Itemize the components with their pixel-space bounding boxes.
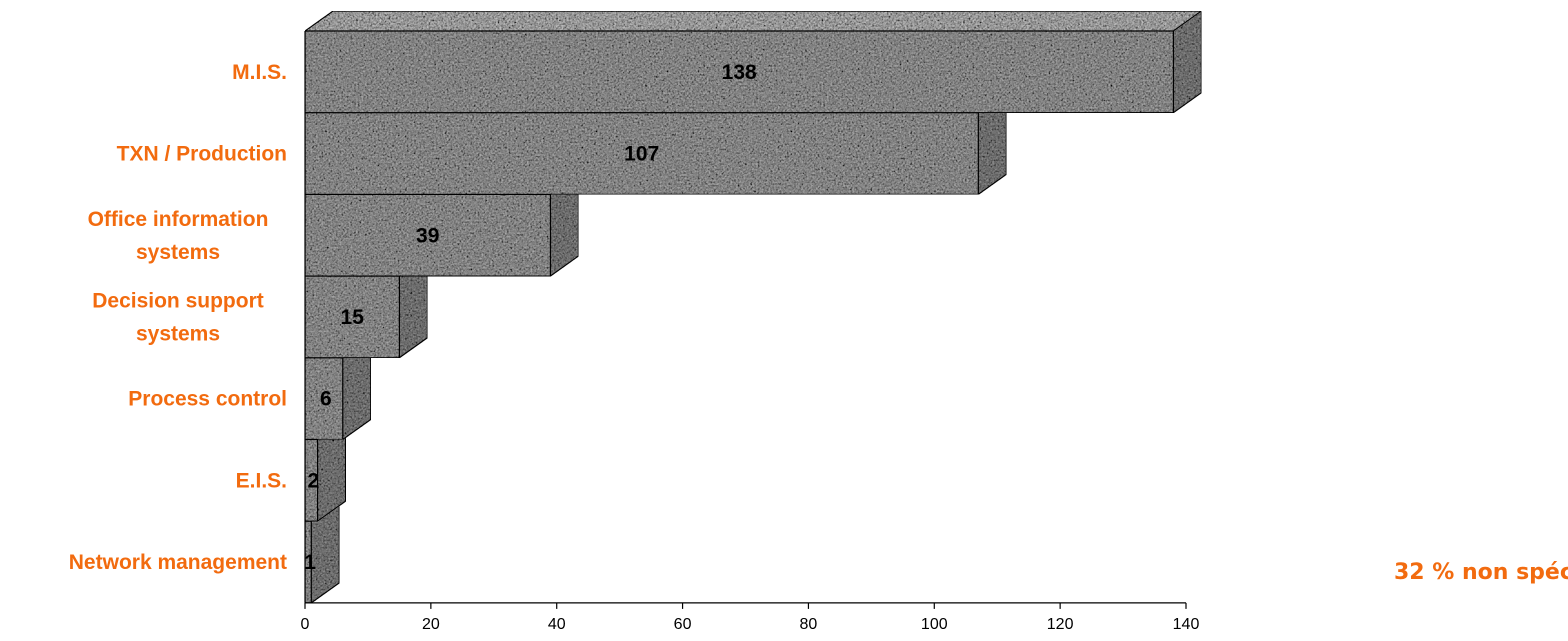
x-tick-label: 40	[548, 616, 566, 633]
bars-layer	[303, 9, 1204, 605]
data-label: 39	[416, 224, 439, 247]
x-axis: 0 20 40 60 80 100 120 140	[301, 31, 1200, 633]
category-label-line: Office information	[88, 208, 269, 231]
category-label-line: E.I.S.	[236, 469, 287, 492]
x-tick-label: 0	[301, 616, 310, 633]
bar-top	[303, 10, 1204, 32]
category-label: Office information systems	[88, 208, 269, 264]
unspecified-note: 32 % non spécifié	[1394, 560, 1568, 585]
data-label: 138	[722, 61, 757, 84]
x-tick-label: 80	[800, 616, 818, 633]
bar-front	[304, 30, 1175, 114]
category-label-line: systems	[136, 241, 220, 264]
bar	[304, 173, 580, 278]
data-label: 15	[341, 306, 365, 329]
x-tick-label: 100	[921, 616, 948, 633]
data-label: 107	[624, 143, 659, 166]
category-label: Process control	[128, 388, 287, 411]
bar	[303, 9, 1204, 114]
x-tick-label: 60	[674, 616, 692, 633]
category-label: Network management	[69, 551, 287, 574]
category-label: M.I.S.	[232, 61, 287, 84]
category-label: Decision support systems	[92, 289, 264, 345]
category-label-line: Network management	[69, 551, 287, 574]
category-label-line: systems	[136, 322, 220, 345]
category-label-line: Decision support	[92, 289, 264, 312]
category-label-line: M.I.S.	[232, 61, 287, 84]
category-labels: 1 Network management 2 E.I.S. 6 Process contr…	[69, 61, 757, 574]
data-label: 1	[304, 551, 316, 574]
bar	[304, 254, 428, 359]
bar	[304, 418, 347, 523]
x-tick-label: 20	[422, 616, 440, 633]
data-label: 6	[320, 388, 332, 411]
category-label: E.I.S.	[236, 469, 287, 492]
data-label: 2	[307, 469, 319, 492]
x-tick-label: 120	[1047, 616, 1074, 633]
x-tick-label: 140	[1173, 616, 1200, 633]
category-label: TXN / Production	[117, 143, 287, 166]
bar-front	[304, 112, 979, 195]
bar	[304, 91, 1007, 196]
category-label-line: Process control	[128, 388, 287, 411]
category-label-line: TXN / Production	[117, 143, 287, 166]
bar-front	[304, 193, 552, 277]
